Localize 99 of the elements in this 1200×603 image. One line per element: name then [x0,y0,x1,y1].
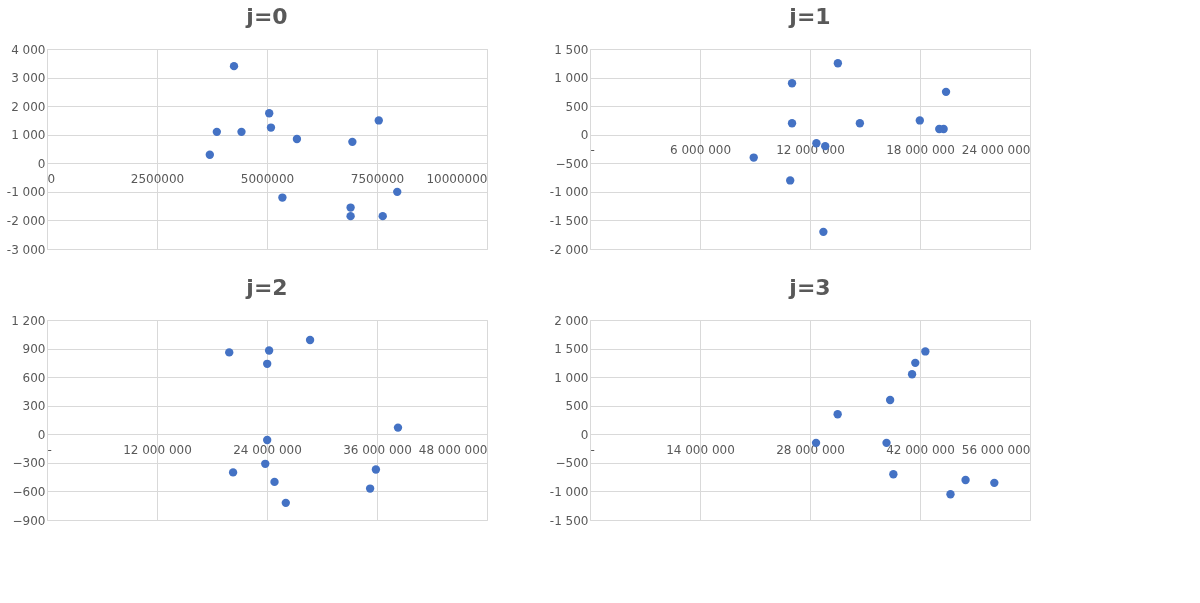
y-tick-label: -1 000 [549,484,589,499]
y-tick-label: 500 [565,399,589,414]
point [786,176,795,185]
y-tick-label: -1 000 [6,185,46,200]
point [266,123,276,132]
point [346,211,355,221]
point [889,470,898,479]
y-tick-label: -2 000 [549,242,589,257]
y-tick-label: 500 [565,99,589,114]
point [265,109,274,118]
y-tick-label: 900 [22,342,46,357]
chart-title: j=3 [788,275,831,300]
point [225,348,234,357]
point [921,347,930,356]
point [990,478,999,488]
point [833,410,842,419]
point [961,475,970,485]
y-tick-label: 1 000 [554,71,589,86]
point [819,227,828,237]
point [281,498,290,508]
y-tick-label: 2 000 [11,99,46,114]
point [365,484,375,493]
y-tick-label: 1 000 [11,128,46,143]
y-tick-label: 0 [37,156,46,171]
point [393,187,402,197]
x-tick-label: 12 000 000 [123,442,192,457]
point [787,79,797,88]
point [371,465,381,474]
x-tick-label: - [590,143,595,158]
chart-title: j=1 [788,4,831,29]
y-tick-label: 600 [22,370,46,385]
x-tick-label: 6 000 000 [669,143,732,158]
y-tick-label: 1 200 [11,313,46,328]
y-tick-label: 3 000 [11,71,46,86]
x-tick-label: 42 000 000 [886,442,955,457]
point [374,116,383,125]
x-tick-label: 56 000 000 [961,442,1031,457]
x-tick-label: 14 000 000 [666,442,735,457]
y-tick-label: 1 500 [554,42,589,57]
y-tick-label: −900 [12,513,46,528]
chart-title: j=0 [245,4,288,29]
y-tick-label: 2 000 [554,313,589,328]
point [911,358,920,368]
y-tick-label: -2 000 [6,213,46,228]
x-tick-label: 24 000 000 [233,442,302,457]
point [787,119,797,128]
point [205,150,214,159]
point [278,193,287,202]
x-tick-label: 28 000 000 [776,442,845,457]
point [885,395,895,405]
point [305,335,315,345]
y-tick-label: -1 500 [549,513,589,528]
x-tick-label: - [47,442,52,457]
point [907,370,917,379]
point [264,346,274,355]
y-tick-label: -1 000 [549,185,589,200]
point [229,61,239,71]
y-tick-label: 0 [580,427,589,442]
y-tick-label: −500 [555,156,589,171]
x-tick-label: - [590,442,595,457]
point [263,359,272,368]
y-tick-label: 1 000 [554,370,589,385]
y-tick-label: 300 [22,399,46,414]
x-tick-label: 18 000 000 [886,143,955,158]
point [378,211,387,221]
y-tick-label: 0 [37,427,46,442]
x-tick-label: 7500000 [350,171,405,186]
y-tick-label: -3 000 [6,242,46,257]
x-tick-label: 5000000 [240,171,295,186]
point [261,459,270,468]
x-tick-label: 24 000 000 [961,143,1031,158]
x-tick-label: 2500000 [130,171,185,186]
point [749,153,758,162]
x-tick-label: 48 000 000 [418,442,488,457]
point [228,468,238,477]
y-tick-label: 0 [580,128,589,143]
x-tick-label: 10000000 [426,171,488,186]
x-tick-label: 0 [47,171,56,186]
point [292,134,302,144]
x-tick-label: 36 000 000 [343,442,412,457]
point [393,423,403,432]
point [212,127,222,137]
point [855,119,865,128]
point [237,127,246,137]
point [833,59,843,68]
point [263,435,272,445]
point [346,203,355,212]
point [915,116,924,125]
point [946,490,955,499]
y-tick-label: −500 [555,456,589,471]
point [941,87,951,97]
point [348,137,357,147]
point [270,477,279,487]
chart-title: j=2 [245,275,288,300]
y-tick-label: 1 500 [554,342,589,357]
y-tick-label: −300 [12,456,46,471]
y-tick-label: 4 000 [11,42,46,57]
y-tick-label: −600 [12,484,46,499]
y-tick-label: -1 500 [549,213,589,228]
